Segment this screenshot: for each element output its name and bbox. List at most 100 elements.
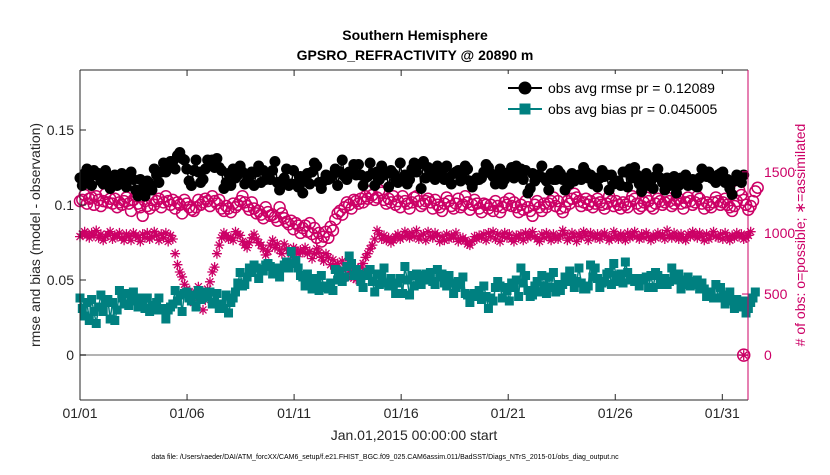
bias-point xyxy=(576,278,586,288)
bias-point xyxy=(574,263,584,273)
possible-obs-point xyxy=(403,202,416,215)
rmse-point xyxy=(445,178,457,190)
assimilated-obs-point xyxy=(738,234,749,245)
possible-obs-point xyxy=(530,194,544,208)
bias-point xyxy=(481,292,491,301)
rmse-point xyxy=(153,177,165,188)
assimilated-obs-point xyxy=(708,226,719,237)
assimilated-obs-point xyxy=(269,242,280,253)
bias-point xyxy=(286,247,296,256)
assimilated-obs-point xyxy=(525,230,536,241)
bias-point xyxy=(189,290,199,300)
rmse-point xyxy=(726,189,738,200)
bias-point xyxy=(384,281,394,291)
rmse-point xyxy=(304,178,316,190)
assimilated-obs-point xyxy=(362,248,373,259)
assimilated-obs-point xyxy=(460,235,471,246)
bias-point xyxy=(272,263,282,273)
bias-point xyxy=(168,299,178,309)
bias-point xyxy=(107,298,117,307)
assimilated-obs-point xyxy=(583,235,594,246)
bias-point xyxy=(463,290,473,300)
assimilated-obs-point xyxy=(662,225,673,236)
rmse-point xyxy=(274,184,286,196)
assimilated-obs-point xyxy=(197,304,208,315)
x-tick-label: 01/31 xyxy=(705,405,740,421)
bias-point xyxy=(514,292,524,301)
rmse-point xyxy=(536,160,548,172)
y-axis-left-label: rmse and bias (model - observation) xyxy=(27,123,43,347)
assimilated-obs-point xyxy=(293,248,304,259)
bias-point xyxy=(154,293,164,303)
possible-obs-point xyxy=(212,193,226,207)
bias-point xyxy=(495,281,505,291)
rmse-point xyxy=(267,165,279,176)
assimilated-obs-point xyxy=(314,247,325,258)
bias-point xyxy=(323,284,333,294)
bias-point xyxy=(126,296,136,306)
assimilated-obs-point xyxy=(724,235,735,246)
assimilated-obs-point xyxy=(715,229,726,240)
bias-point xyxy=(593,274,603,283)
assimilated-obs-point xyxy=(379,230,390,241)
bias-point xyxy=(402,275,412,285)
assimilated-obs-point xyxy=(576,232,587,243)
bias-point xyxy=(142,293,152,303)
assimilated-obs-point xyxy=(599,227,610,238)
assimilated-obs-point xyxy=(139,232,150,243)
rmse-point xyxy=(336,154,348,166)
assimilated-obs-point xyxy=(736,229,747,240)
bias-point xyxy=(340,272,350,282)
bias-point xyxy=(330,265,340,274)
assimilated-obs-point xyxy=(137,229,148,240)
assimilated-obs-point xyxy=(560,229,571,240)
assimilated-obs-point xyxy=(622,227,633,238)
bias-point xyxy=(416,280,426,289)
assimilated-obs-point xyxy=(573,229,584,240)
rmse-point xyxy=(652,163,664,175)
bias-point xyxy=(537,271,547,280)
assimilated-obs-point xyxy=(246,232,257,243)
bias-point xyxy=(681,280,691,289)
rmse-point xyxy=(691,181,703,193)
rmse-point xyxy=(441,160,453,172)
rmse-point xyxy=(647,183,659,194)
possible-obs-point xyxy=(136,209,149,223)
assimilated-obs-point xyxy=(527,226,538,237)
bias-point xyxy=(465,298,475,307)
assimilated-obs-point xyxy=(731,227,742,238)
bias-point xyxy=(716,283,726,292)
bias-point xyxy=(191,302,201,312)
bias-point xyxy=(314,286,324,295)
bias-point xyxy=(302,269,312,279)
assimilated-obs-point xyxy=(93,232,104,243)
bias-point xyxy=(588,272,598,282)
final-possible-zero-point xyxy=(736,348,751,362)
assimilated-obs-point xyxy=(216,232,227,243)
possible-obs-point xyxy=(157,196,170,209)
assimilated-obs-point xyxy=(618,231,629,242)
assimilated-obs-point xyxy=(432,230,443,241)
bias-point xyxy=(611,271,621,280)
bias-point xyxy=(562,277,572,286)
bias-point xyxy=(175,290,185,300)
bias-point xyxy=(370,287,380,297)
bias-point xyxy=(114,286,124,295)
assimilated-obs-point xyxy=(163,236,174,247)
possible-obs-point xyxy=(751,181,764,194)
bias-point xyxy=(618,278,628,288)
assimilated-obs-point xyxy=(645,235,656,246)
bias-point xyxy=(128,287,138,297)
legend-rmse-label: obs avg rmse pr = 0.12089 xyxy=(548,80,715,96)
possible-obs-markers xyxy=(73,181,764,362)
assimilated-obs-point xyxy=(256,240,267,251)
bias-point xyxy=(198,293,208,303)
assimilated-obs-point xyxy=(119,235,130,246)
rmse-point xyxy=(394,157,406,169)
bias-point xyxy=(228,293,238,303)
bias-point xyxy=(219,304,229,313)
bias-point xyxy=(186,296,196,306)
bias-point xyxy=(230,287,240,297)
assimilated-obs-point xyxy=(360,252,371,263)
